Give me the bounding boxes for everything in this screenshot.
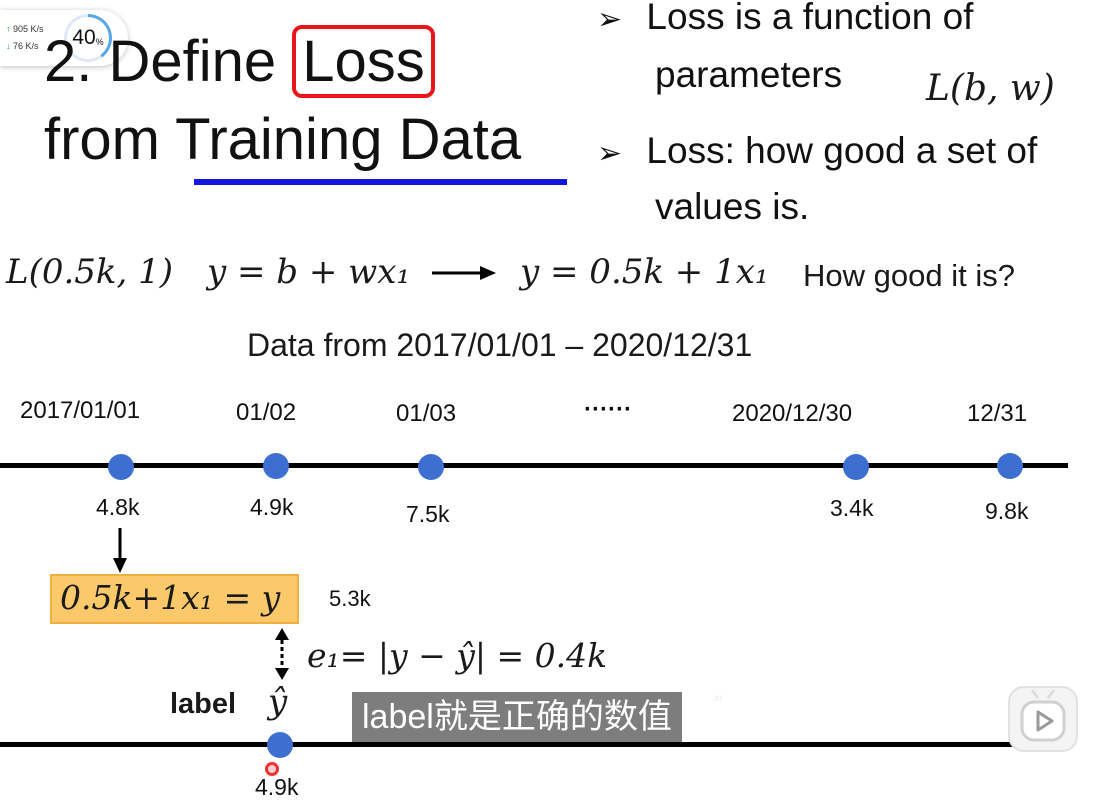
data-value: 7.5k: [406, 501, 450, 527]
example-params: L(0.5k, 1): [6, 252, 174, 292]
date-label: 01/02: [236, 399, 297, 426]
data-point: [843, 454, 869, 480]
download-speed: ↓ 76 K/s: [6, 41, 39, 51]
label-text: label: [170, 688, 237, 720]
label-data-point: [267, 732, 293, 758]
data-point: [263, 453, 289, 479]
title-prefix: 2. Define: [44, 29, 277, 94]
bullet-arrow-icon: ➢: [597, 3, 623, 36]
data-range: Data from 2017/01/01 – 2020/12/31: [247, 327, 753, 363]
prediction-equation: 0.5k+1x₁ = y: [60, 578, 281, 617]
cursor-pointer-icon: [265, 762, 279, 776]
upload-arrow-icon: ↑: [6, 24, 11, 34]
download-arrow-icon: ↓: [6, 41, 11, 51]
download-speed-value: 76 K/s: [13, 41, 39, 51]
label-timeline-axis: [0, 742, 1020, 747]
ai-subtitle-badge: AI: [714, 694, 722, 703]
label-value: 4.9k: [255, 774, 299, 800]
play-icon: [1020, 689, 1066, 742]
bullet-1: ➢ Loss is a function of: [597, 0, 973, 38]
bullet-1-line1: Loss is a function of: [646, 0, 974, 37]
usage-gauge[interactable]: 40%: [64, 14, 112, 62]
title-line-2: from Training Data: [44, 107, 522, 172]
right-arrow-icon: [432, 266, 496, 280]
upload-speed-value: 905 K/s: [13, 24, 44, 34]
subtitle-text: label就是正确的数值: [362, 698, 672, 736]
title-underline: [194, 179, 567, 185]
video-subtitle: label就是正确的数值: [352, 692, 682, 742]
error-equation: e₁= |y − ŷ| = 0.4k: [307, 636, 608, 675]
example-model: y = b + wx₁: [207, 252, 411, 292]
bullet-2-line2: values is.: [655, 186, 810, 227]
timeline-axis: [0, 463, 1068, 468]
data-value: 4.9k: [250, 494, 294, 520]
down-arrow-icon: [113, 528, 127, 573]
bullet-2: ➢ Loss: how good a set of: [597, 130, 1037, 172]
label-symbol: ŷ: [268, 682, 288, 722]
ellipsis-label: ······: [584, 396, 632, 423]
title-loss-boxed: Loss: [292, 25, 435, 98]
prediction-box: 0.5k+1x₁ = y: [50, 574, 299, 624]
bullet-1-line2: parameters: [655, 54, 843, 95]
upload-speed: ↑ 905 K/s: [6, 24, 44, 34]
gauge-percent-unit: %: [95, 37, 104, 47]
data-value: 4.8k: [96, 494, 140, 520]
data-point: [997, 453, 1023, 479]
bullet-arrow-icon: ➢: [597, 137, 623, 170]
example-question: How good it is?: [803, 258, 1015, 293]
gauge-percent: 40: [72, 26, 96, 49]
prediction-result: 5.3k: [329, 586, 371, 611]
date-label: 12/31: [967, 400, 1028, 427]
data-point: [418, 454, 444, 480]
loss-formula: L(b, w): [926, 68, 1055, 109]
date-label: 2017/01/01: [20, 397, 141, 424]
bullet-2-line1: Loss: how good a set of: [646, 130, 1038, 171]
example-instance: y = 0.5k + 1x₁: [520, 252, 769, 292]
date-label: 2020/12/30: [732, 400, 853, 427]
data-point: [108, 454, 134, 480]
double-arrow-icon: [275, 628, 289, 680]
data-value: 3.4k: [830, 495, 874, 521]
date-label: 01/03: [396, 400, 457, 427]
play-button[interactable]: [1008, 686, 1078, 752]
data-value: 9.8k: [985, 498, 1029, 524]
title-line-1: 2. Define Loss: [44, 25, 435, 98]
